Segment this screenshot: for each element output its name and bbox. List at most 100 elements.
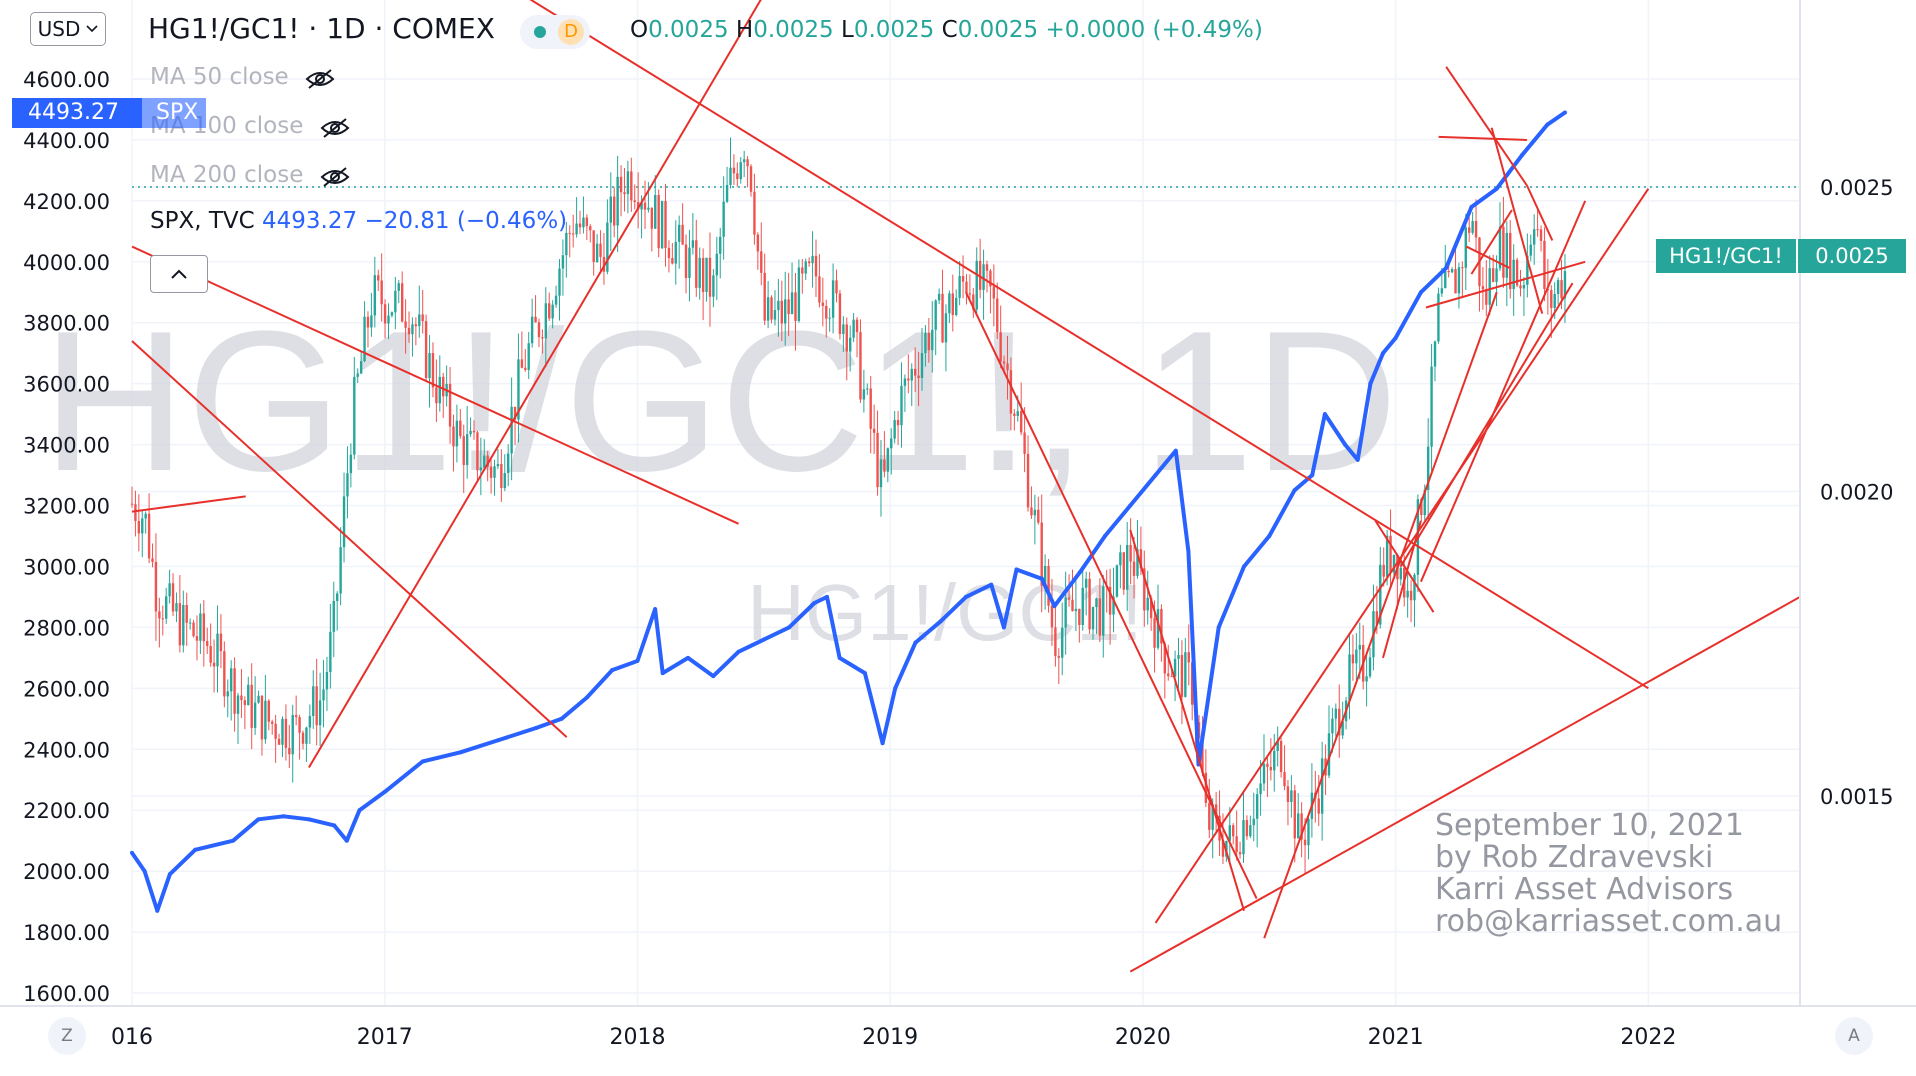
hg-candle-body xyxy=(1074,608,1078,612)
hg-candle-body xyxy=(212,662,216,667)
hg-candle-body xyxy=(804,261,807,274)
left-axis-tick: 4400.00 xyxy=(23,129,110,153)
hg-candle-body xyxy=(725,184,729,202)
hg-candle-body xyxy=(209,646,212,663)
eye-hidden-icon[interactable] xyxy=(320,166,350,188)
currency-button[interactable]: USD xyxy=(30,12,106,46)
hg-candle-body xyxy=(818,276,821,303)
hg-candle-body xyxy=(1009,370,1013,414)
hg-candle-body xyxy=(777,300,780,311)
hg-candle-body xyxy=(920,353,924,379)
eye-hidden-icon[interactable] xyxy=(305,68,335,90)
market-status[interactable]: D xyxy=(520,15,590,49)
hg-candle-body xyxy=(1057,656,1061,658)
spx-point xyxy=(155,908,160,913)
hg-candle-body xyxy=(325,671,329,690)
hg-candle-body xyxy=(342,496,346,548)
spx-legend-name: SPX, TVC xyxy=(150,208,255,234)
market-open-dot-icon xyxy=(534,26,546,38)
hg-candle-body xyxy=(640,202,643,210)
spx-price-tag-name: SPX xyxy=(142,98,206,128)
spx-point xyxy=(256,817,261,822)
hg-candle-body xyxy=(462,436,465,465)
trendline xyxy=(1129,596,1801,973)
hg-candle-body xyxy=(1149,597,1153,619)
hg-candle-body xyxy=(784,299,787,324)
hg-candle-body xyxy=(1505,232,1509,278)
trendlines xyxy=(131,0,1801,973)
hg-candle-body xyxy=(1245,820,1249,837)
left-axis-tick: 3400.00 xyxy=(23,434,110,458)
right-price-axis[interactable]: 0.0025 0.0020 0.0015 xyxy=(1799,0,1893,1006)
spx-point xyxy=(1014,567,1019,572)
zoom-toggle-button[interactable]: Z xyxy=(48,1017,86,1055)
hg-candle-body xyxy=(869,388,872,429)
left-axis-tick: 3800.00 xyxy=(23,312,110,336)
hg-candle-body xyxy=(1338,708,1341,736)
spx-point xyxy=(1242,564,1246,569)
hg-candle-body xyxy=(1016,411,1019,416)
hg-candle-body xyxy=(623,192,626,195)
hg-candle-body xyxy=(1464,227,1467,268)
indicator-ma50[interactable]: MA 50 close xyxy=(150,64,289,90)
spx-point xyxy=(1077,570,1082,575)
time-axis-tick: 2021 xyxy=(1368,1025,1424,1050)
trendline xyxy=(1419,200,1587,583)
hg-candle-body xyxy=(1228,825,1232,841)
hg-candle-body xyxy=(1283,772,1286,787)
hg-candle-body xyxy=(1033,509,1037,516)
hg-candle-body xyxy=(383,304,387,324)
hg-candle-body xyxy=(147,513,151,559)
hg-candle-body xyxy=(989,270,992,287)
hg-candle-body xyxy=(1423,489,1426,516)
hg-candle-body xyxy=(975,260,978,310)
hg-candle-body xyxy=(633,200,636,203)
hg-candle-body xyxy=(284,718,288,748)
hg-candle-body xyxy=(1426,446,1430,490)
symbol-title[interactable]: HG1!/GC1! · 1D · COMEX xyxy=(148,12,495,45)
hg-candle-body xyxy=(517,359,520,420)
indicator-ma200[interactable]: MA 200 close xyxy=(150,162,303,188)
hg-candle-body xyxy=(619,176,623,193)
left-price-axis[interactable]: 4600.00 4400.00 4200.00 4000.00 3800.00 3600.… xyxy=(23,68,110,1006)
hg-candle-body xyxy=(944,313,948,343)
hg-candle-body xyxy=(1320,758,1324,814)
hg-candle-body xyxy=(130,503,134,505)
hg-price-tag-name: HG1!/GC1! xyxy=(1656,239,1796,273)
hg-candle-body xyxy=(657,195,660,249)
ohlc-high-key: H xyxy=(735,17,754,43)
collapse-legend-button[interactable] xyxy=(150,255,208,293)
hg-candle-body xyxy=(1297,813,1300,839)
hg-candle-body xyxy=(787,299,790,315)
auto-scale-button[interactable]: A xyxy=(1835,1017,1873,1055)
hg-candle-body xyxy=(558,268,561,296)
right-axis-tick: 0.0025 xyxy=(1820,176,1893,200)
hg-candle-body xyxy=(931,329,934,351)
spx-point xyxy=(142,869,147,874)
left-axis-tick: 2600.00 xyxy=(23,677,110,701)
hg-candle-body xyxy=(1146,597,1149,611)
spx-legend[interactable]: SPX, TVC 4493.27 −20.81 (−0.46%) xyxy=(150,208,567,234)
hg-candle-body xyxy=(848,337,852,352)
hg-candle-body xyxy=(253,702,257,728)
hg-candle-body xyxy=(1249,825,1252,837)
spx-point xyxy=(1310,473,1315,478)
eye-hidden-icon[interactable] xyxy=(320,117,350,139)
hg-candle-body xyxy=(1468,227,1471,233)
spx-point xyxy=(1393,335,1398,340)
hg-candle-body xyxy=(821,302,825,306)
hg-candle-body xyxy=(790,292,794,315)
hg-candle-body xyxy=(1019,411,1023,433)
watermark: HG1!/GC1!, 1D HG1!/GC1! xyxy=(42,290,1398,657)
time-axis[interactable]: 016 2017 2018 2019 2020 2021 2022 xyxy=(0,1005,1916,1050)
hg-candle-body xyxy=(708,257,712,297)
hg-candle-body xyxy=(1515,259,1519,286)
hg-candle-body xyxy=(872,428,876,433)
hg-candle-body xyxy=(1098,598,1102,636)
hg-candle-body xyxy=(414,324,418,327)
hg-candle-body xyxy=(1262,763,1266,784)
hg-candle-body xyxy=(1430,366,1433,447)
hg-candle-body xyxy=(1129,544,1132,562)
hg-candle-body xyxy=(1153,618,1156,648)
